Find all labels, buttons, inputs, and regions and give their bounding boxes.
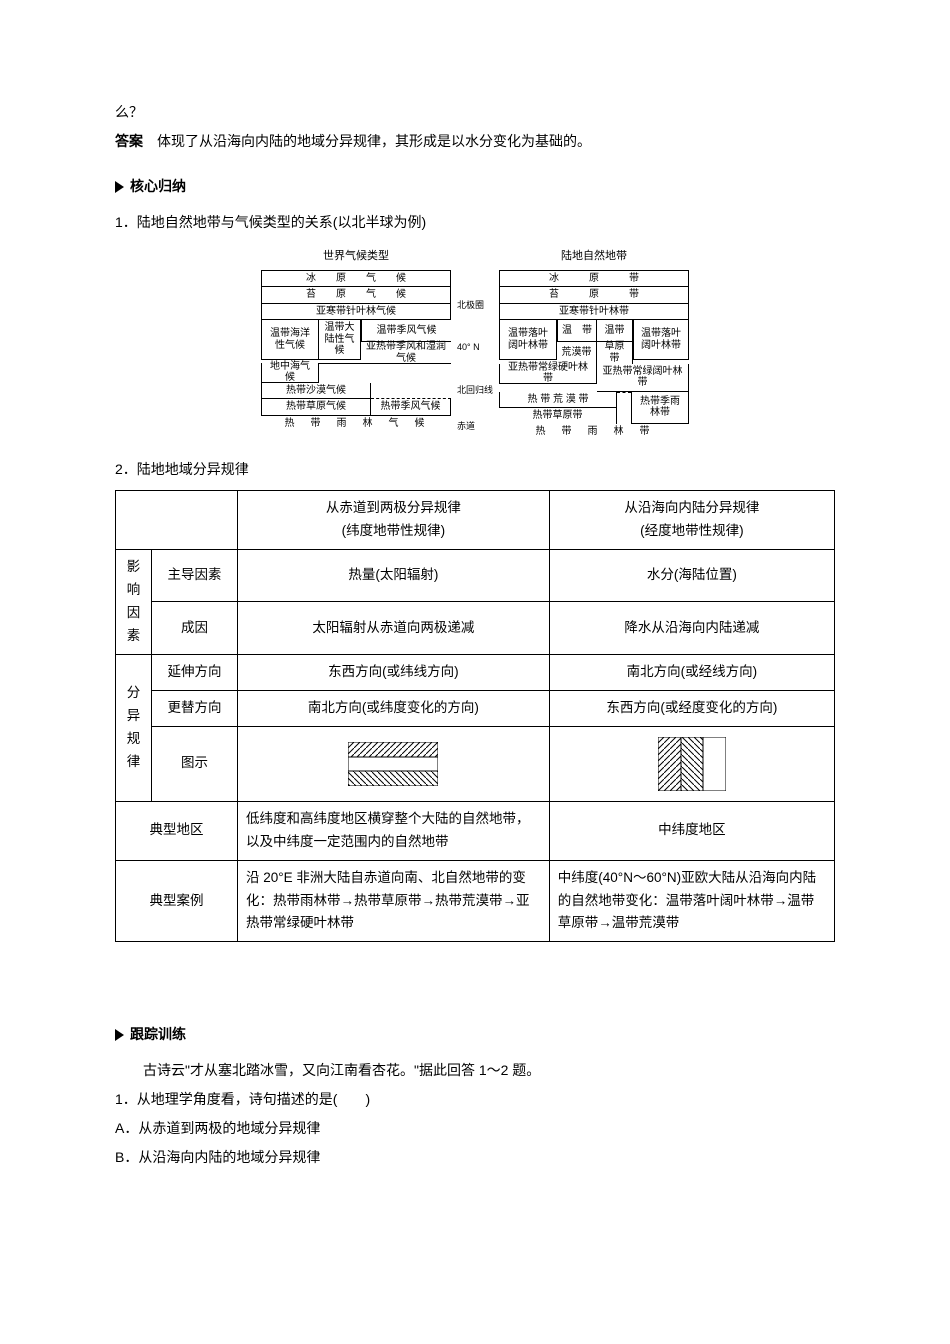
left-r6: 热带沙漠气候 (261, 383, 371, 400)
right-r1: 冰 原 带 (499, 270, 689, 288)
bullet-icon (115, 181, 124, 193)
left-r4a: 温带海洋性气候 (261, 320, 319, 360)
rep-v1: 南北方向(或纬度变化的方向) (238, 690, 550, 726)
row-replace: 更替方向 (152, 690, 238, 726)
diagram-left-title: 世界气候类型 (261, 247, 451, 267)
answer-line: 答案 体现了从沿海向内陆的地域分异规律，其形成是以水分变化为基础的。 (115, 129, 835, 154)
ext-v2: 南北方向(或经线方向) (549, 654, 834, 690)
left-r4b: 温带大陆性气候 (319, 320, 361, 360)
right-r5c: 亚热带常绿阔叶林带 (597, 364, 689, 392)
right-r5a: 亚热带常绿硬叶林带 (499, 364, 597, 384)
climate-diagram: 世界气候类型 冰 原 气 候 苔 原 气 候 亚寒带针叶林气候 温带海洋性气候 … (115, 247, 835, 439)
diagram-right-title: 陆地自然地带 (499, 247, 689, 267)
cause-v2: 降水从沿海向内陆递减 (549, 602, 834, 654)
left-r1: 冰 原 气 候 (261, 270, 451, 288)
right-r2: 苔 原 带 (499, 287, 689, 304)
left-r5a: 地中海气候 (261, 363, 319, 383)
dom-v2: 水分(海陆位置) (549, 550, 834, 602)
section-practice: 跟踪训练 (115, 1022, 835, 1047)
item-1: 1．陆地自然地带与气候类型的关系(以北半球为例) (115, 210, 835, 235)
illus-v2 (549, 726, 834, 801)
right-r4b1: 温 带 (557, 320, 597, 342)
case-v2: 中纬度(40°N～60°N)亚欧大陆从沿海向内陆的自然地带变化：温带落叶阔叶林带… (549, 860, 834, 942)
case-v1: 沿 20°E 非洲大陆自赤道向南、北自然地带的变化：热带雨林带→热带草原带→热带… (238, 860, 550, 942)
option-a: A．从赤道到两极的地域分异规律 (115, 1116, 835, 1141)
left-r4c: 温带季风气候 (361, 320, 451, 342)
diagram-mid: 北极圈 40° N 北回归线 赤道 (457, 247, 493, 439)
col2-header: 从沿海向内陆分异规律 (经度地带性规律) (549, 491, 834, 550)
col1-header: 从赤道到两极分异规律 (纬度地带性规律) (238, 491, 550, 550)
section-header-text: 核心归纳 (130, 174, 186, 199)
row-influence: 影响因素 (116, 550, 152, 655)
row-diff: 分异规律 (116, 654, 152, 801)
right-r4c: 温带落叶阔叶林带 (633, 320, 689, 360)
row-extend: 延伸方向 (152, 654, 238, 690)
right-r7a: 热带草原带 (499, 408, 617, 424)
mid-arctic: 北极圈 (457, 297, 493, 313)
answer-label: 答案 (115, 133, 143, 149)
right-r7b: 热带季雨林带 (631, 392, 689, 424)
right-r4b2: 温带 (597, 320, 633, 342)
row-cause: 成因 (152, 602, 238, 654)
item-2: 2．陆地地域分异规律 (115, 457, 835, 482)
illus-v1 (238, 726, 550, 801)
right-r4b4: 草原带 (597, 342, 633, 363)
mid-equator: 赤道 (457, 418, 493, 434)
question-1: 1．从地理学角度看，诗句描述的是( ) (115, 1087, 835, 1112)
bullet-icon (115, 1029, 124, 1041)
cause-v1: 太阳辐射从赤道向两极递减 (238, 602, 550, 654)
left-r8: 热 带 雨 林 气 候 (261, 416, 451, 432)
rules-table: 从赤道到两极分异规律 (纬度地带性规律) 从沿海向内陆分异规律 (经度地带性规律… (115, 490, 835, 942)
mid-tropic: 北回归线 (457, 382, 493, 398)
row-illus: 图示 (152, 726, 238, 801)
left-r3: 亚寒带针叶林气候 (261, 304, 451, 321)
right-r3: 亚寒带针叶林带 (499, 304, 689, 321)
row-region: 典型地区 (116, 801, 238, 860)
left-r5c: 亚热带季风和湿润气候 (361, 342, 451, 363)
practice-header-text: 跟踪训练 (130, 1022, 186, 1047)
region-v2: 中纬度地区 (549, 801, 834, 860)
mid-40n: 40° N (457, 339, 493, 355)
vertical-stripes-icon (658, 737, 726, 791)
left-r7b: 热带季风气候 (371, 399, 451, 416)
option-b: B．从沿海向内陆的地域分异规律 (115, 1145, 835, 1170)
row-case: 典型案例 (116, 860, 238, 942)
practice-intro: 古诗云"才从塞北踏冰雪，又向江南看杏花。"据此回答 1～2 题。 (115, 1058, 835, 1083)
ext-v1: 东西方向(或纬线方向) (238, 654, 550, 690)
left-r2: 苔 原 气 候 (261, 287, 451, 304)
dom-v1: 热量(太阳辐射) (238, 550, 550, 602)
rep-v2: 东西方向(或经度变化的方向) (549, 690, 834, 726)
right-r8: 热 带 雨 林 带 (499, 424, 689, 440)
left-r7a: 热带草原气候 (261, 399, 371, 416)
right-r6: 热 带 荒 漠 带 (499, 392, 617, 409)
horizontal-stripes-icon (348, 742, 438, 786)
question-tail: 么？ (115, 100, 835, 125)
section-core-summary: 核心归纳 (115, 174, 835, 199)
right-r4a: 温带落叶阔叶林带 (499, 320, 557, 360)
region-v1: 低纬度和高纬度地区横穿整个大陆的自然地带，以及中纬度一定范围内的自然地带 (238, 801, 550, 860)
answer-text: 体现了从沿海向内陆的地域分异规律，其形成是以水分变化为基础的。 (143, 133, 591, 149)
row-dominant: 主导因素 (152, 550, 238, 602)
right-r4b3: 荒漠带 (557, 342, 597, 363)
